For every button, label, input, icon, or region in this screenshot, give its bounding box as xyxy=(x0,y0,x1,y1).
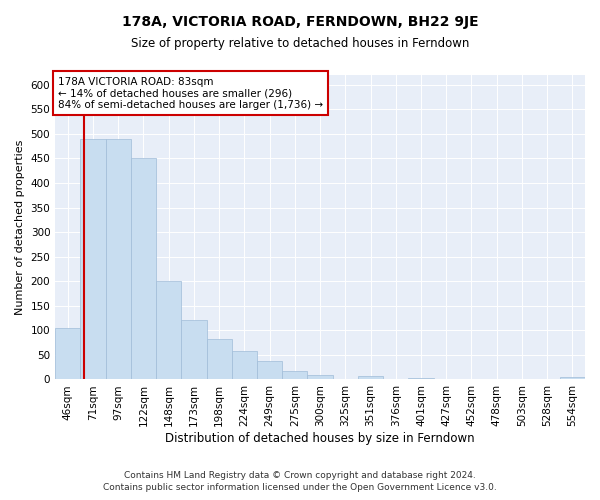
Bar xyxy=(55,328,80,380)
X-axis label: Distribution of detached houses by size in Ferndown: Distribution of detached houses by size … xyxy=(165,432,475,445)
Text: Size of property relative to detached houses in Ferndown: Size of property relative to detached ho… xyxy=(131,38,469,51)
Y-axis label: Number of detached properties: Number of detached properties xyxy=(15,140,25,315)
Bar xyxy=(560,377,585,380)
Bar xyxy=(206,339,232,380)
Bar xyxy=(307,374,332,380)
Bar xyxy=(181,320,206,380)
Text: Contains HM Land Registry data © Crown copyright and database right 2024.: Contains HM Land Registry data © Crown c… xyxy=(124,471,476,480)
Bar xyxy=(232,351,257,380)
Bar xyxy=(409,378,434,380)
Text: 178A, VICTORIA ROAD, FERNDOWN, BH22 9JE: 178A, VICTORIA ROAD, FERNDOWN, BH22 9JE xyxy=(122,15,478,29)
Bar xyxy=(106,139,131,380)
Bar xyxy=(282,371,307,380)
Bar xyxy=(80,139,106,380)
Bar xyxy=(257,361,282,380)
Bar xyxy=(156,281,181,380)
Bar xyxy=(131,158,156,380)
Text: Contains public sector information licensed under the Open Government Licence v3: Contains public sector information licen… xyxy=(103,484,497,492)
Bar xyxy=(358,376,383,380)
Text: 178A VICTORIA ROAD: 83sqm
← 14% of detached houses are smaller (296)
84% of semi: 178A VICTORIA ROAD: 83sqm ← 14% of detac… xyxy=(58,76,323,110)
